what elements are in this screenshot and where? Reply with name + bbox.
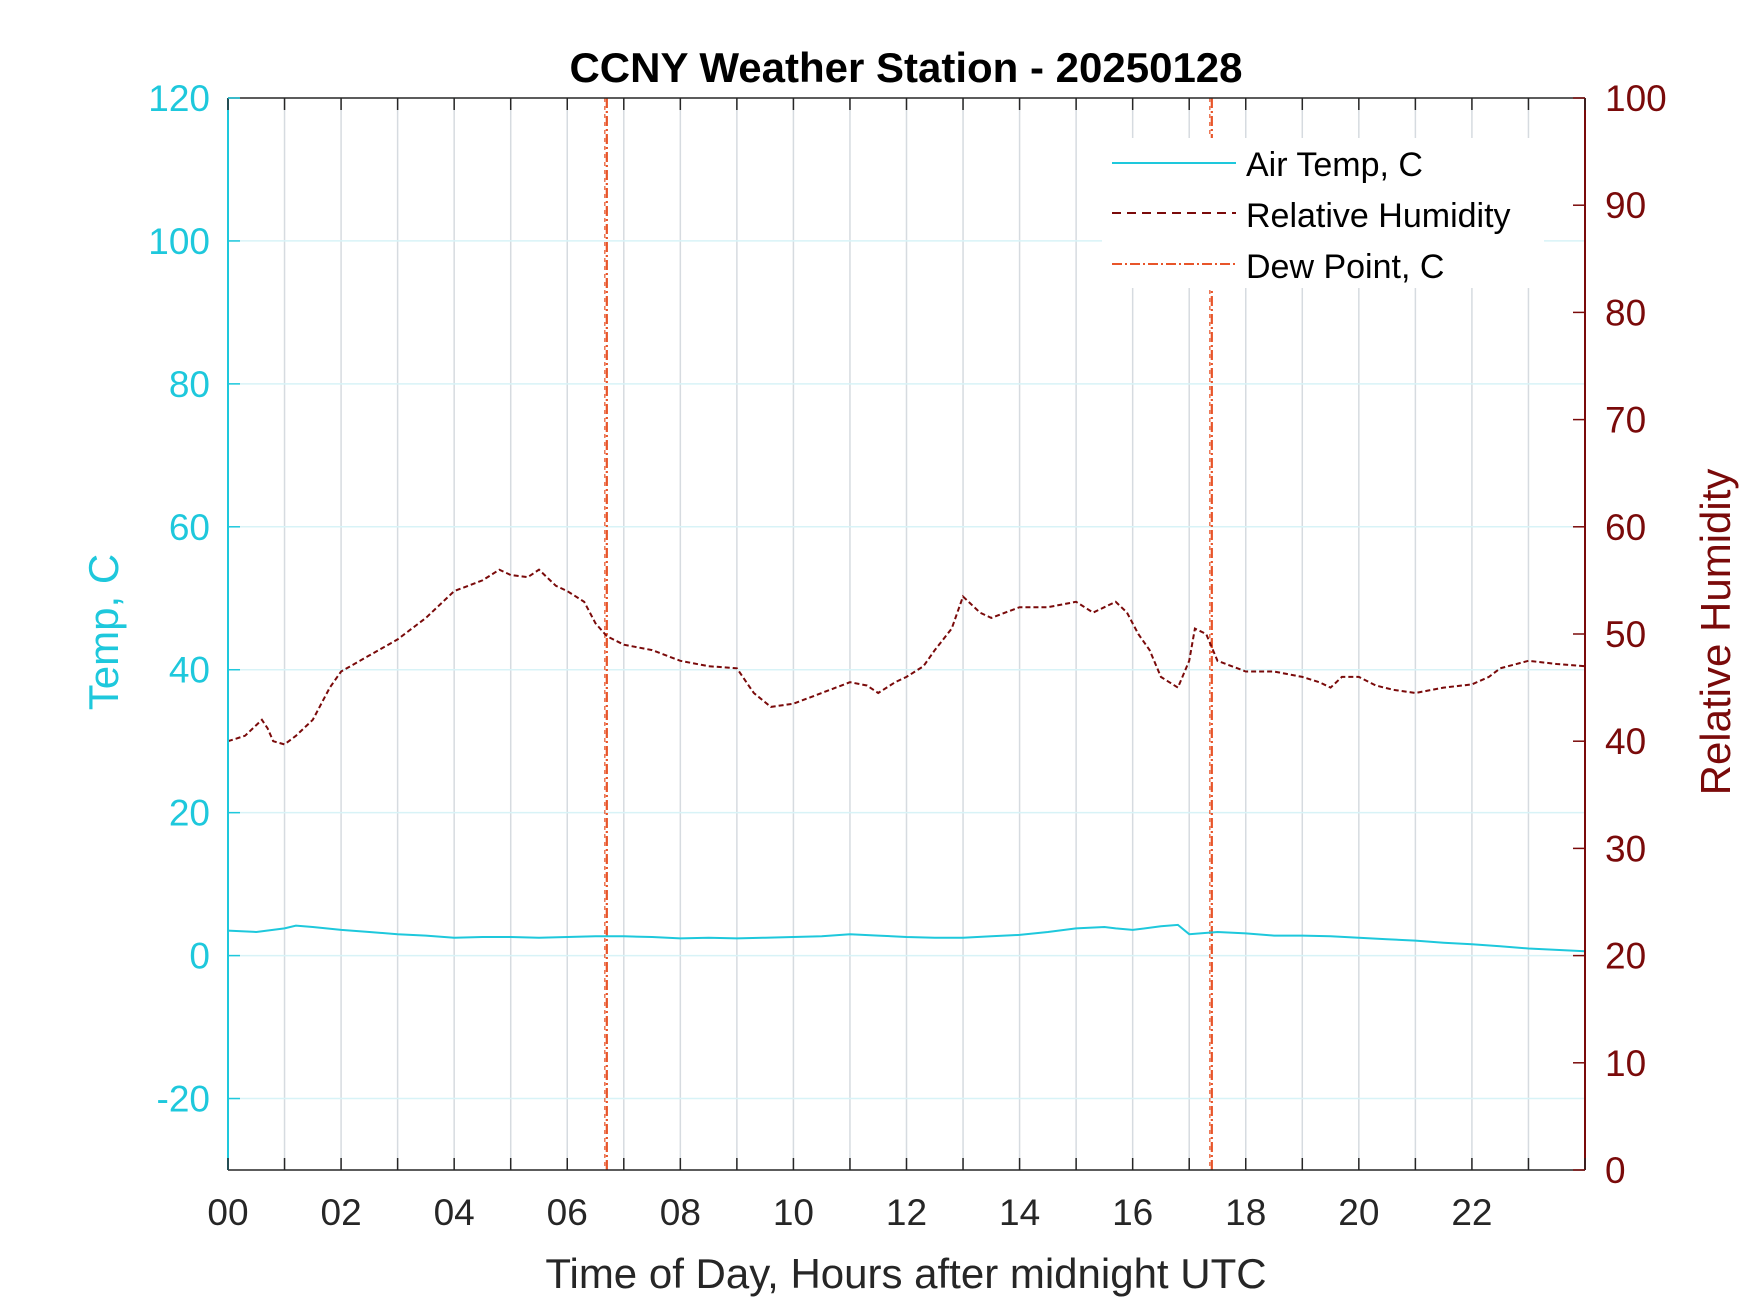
x-tick-label: 12 (886, 1192, 927, 1233)
legend: Air Temp, C Relative Humidity Dew Point,… (1102, 138, 1544, 288)
legend-label-air-temp: Air Temp, C (1246, 146, 1423, 184)
y-left-tick-label: 20 (169, 793, 210, 834)
y-right-tick-label: 60 (1605, 507, 1646, 548)
y-right-tick-label: 20 (1605, 936, 1646, 977)
y-left-tick-label: 80 (169, 364, 210, 405)
legend-label-dew-point: Dew Point, C (1246, 248, 1444, 286)
x-tick-label: 08 (660, 1192, 701, 1233)
tick-labels: 00 02 04 06 08 10 12 14 16 18 20 22-200204060801001… (148, 78, 1666, 1233)
y-right-tick-label: 40 (1605, 721, 1646, 762)
legend-label-relative-humidity: Relative Humidity (1246, 197, 1511, 235)
y-left-tick-label: 120 (148, 78, 210, 119)
y-right-tick-label: 100 (1605, 78, 1667, 119)
y-left-tick-label: 40 (169, 650, 210, 691)
axes (227, 97, 1586, 1171)
y-left-tick-label: 0 (189, 936, 210, 977)
x-tick-label: 14 (999, 1192, 1040, 1233)
y-right-tick-label: 90 (1605, 185, 1646, 226)
y-left-tick-label: 60 (169, 507, 210, 548)
x-axis-label: Time of Day, Hours after midnight UTC (545, 1250, 1266, 1297)
y-left-tick-label: -20 (157, 1079, 210, 1120)
x-tick-label: 18 (1225, 1192, 1266, 1233)
y-right-tick-label: 10 (1605, 1043, 1646, 1084)
chart-title: CCNY Weather Station - 20250128 (569, 44, 1242, 91)
x-tick-label: 06 (547, 1192, 588, 1233)
grid (228, 98, 1585, 1170)
x-tick-label: 22 (1451, 1192, 1492, 1233)
x-tick-label: 02 (321, 1192, 362, 1233)
y-right-tick-label: 50 (1605, 614, 1646, 655)
x-tick-label: 10 (773, 1192, 814, 1233)
y-right-tick-label: 0 (1605, 1150, 1626, 1191)
air-temp-line (227, 923, 1586, 953)
y-left-axis-label: Temp, C (80, 554, 127, 710)
y-right-tick-label: 80 (1605, 292, 1646, 333)
y-right-tick-label: 70 (1605, 400, 1646, 441)
x-tick-label: 16 (1112, 1192, 1153, 1233)
y-left-tick-label: 100 (148, 221, 210, 262)
x-tick-label: 04 (434, 1192, 475, 1233)
y-right-axis-label: Relative Humidity (1692, 469, 1739, 796)
relative-humidity-line (227, 568, 1586, 746)
x-tick-label: 20 (1338, 1192, 1379, 1233)
y-right-tick-label: 30 (1605, 828, 1646, 869)
x-tick-label: 00 (207, 1192, 248, 1233)
